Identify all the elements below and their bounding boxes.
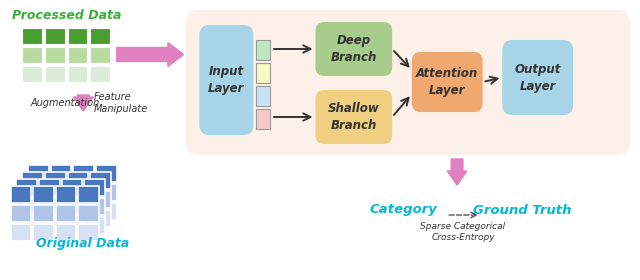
Text: Original Data: Original Data <box>36 237 129 251</box>
Bar <box>28 184 49 201</box>
Bar <box>17 179 37 196</box>
Text: Attention
Layer: Attention Layer <box>416 67 478 97</box>
FancyArrow shape <box>74 95 93 111</box>
Bar <box>28 165 49 182</box>
Bar <box>78 224 99 241</box>
Bar <box>84 217 105 234</box>
Bar <box>74 184 94 201</box>
Bar <box>45 28 65 45</box>
Bar <box>96 184 116 201</box>
Bar <box>68 210 88 227</box>
Bar <box>61 179 83 196</box>
Text: Category: Category <box>370 204 438 216</box>
Bar <box>45 191 65 208</box>
Bar <box>10 186 31 203</box>
Bar <box>45 66 65 83</box>
Text: Output
Layer: Output Layer <box>515 62 561 92</box>
Bar <box>56 224 76 241</box>
Bar <box>68 47 88 64</box>
Bar <box>78 186 99 203</box>
Bar <box>96 203 116 220</box>
FancyBboxPatch shape <box>502 40 573 115</box>
Bar <box>90 210 111 227</box>
Text: Ground Truth: Ground Truth <box>473 204 572 216</box>
Bar <box>68 191 88 208</box>
Bar <box>51 165 72 182</box>
Bar <box>68 66 88 83</box>
FancyBboxPatch shape <box>412 52 483 112</box>
Bar <box>78 205 99 222</box>
Bar <box>51 184 72 201</box>
Bar <box>90 28 111 45</box>
Bar <box>84 198 105 215</box>
Text: Sparse Categorical
Cross-Entropy: Sparse Categorical Cross-Entropy <box>420 222 506 242</box>
Bar <box>10 224 31 241</box>
Text: Feature
Manipulate: Feature Manipulate <box>94 92 148 114</box>
Bar <box>17 217 37 234</box>
Bar <box>45 47 65 64</box>
Bar <box>22 172 43 189</box>
Bar <box>39 217 60 234</box>
Bar <box>68 28 88 45</box>
Bar <box>33 186 54 203</box>
Bar <box>22 66 43 83</box>
Bar <box>22 47 43 64</box>
FancyArrow shape <box>116 43 184 67</box>
Text: Input
Layer: Input Layer <box>208 65 244 95</box>
Bar <box>39 179 60 196</box>
Text: Augmentation: Augmentation <box>30 98 99 108</box>
Bar <box>56 205 76 222</box>
Bar <box>39 198 60 215</box>
FancyBboxPatch shape <box>316 22 392 76</box>
Bar <box>45 210 65 227</box>
FancyBboxPatch shape <box>316 90 392 144</box>
Bar <box>90 66 111 83</box>
Text: Processed Data: Processed Data <box>12 9 121 22</box>
Bar <box>56 186 76 203</box>
Bar <box>96 165 116 182</box>
FancyArrow shape <box>447 159 467 185</box>
Bar <box>22 210 43 227</box>
Bar <box>10 205 31 222</box>
Bar <box>28 203 49 220</box>
FancyBboxPatch shape <box>199 25 253 135</box>
FancyBboxPatch shape <box>186 10 630 155</box>
Bar <box>74 203 94 220</box>
Bar <box>22 28 43 45</box>
Bar <box>45 172 65 189</box>
Bar <box>17 198 37 215</box>
Bar <box>257 63 270 83</box>
Text: Shallow
Branch: Shallow Branch <box>328 102 380 132</box>
Bar <box>84 179 105 196</box>
Bar <box>90 172 111 189</box>
Bar <box>61 217 83 234</box>
Bar <box>51 203 72 220</box>
Bar <box>90 47 111 64</box>
Text: Deep
Branch: Deep Branch <box>331 34 377 64</box>
Bar <box>257 109 270 129</box>
Bar <box>257 86 270 106</box>
Bar <box>33 224 54 241</box>
Bar <box>22 191 43 208</box>
Bar <box>33 205 54 222</box>
Bar <box>257 40 270 60</box>
Bar <box>74 165 94 182</box>
Bar <box>90 191 111 208</box>
Bar <box>61 198 83 215</box>
Bar <box>68 172 88 189</box>
